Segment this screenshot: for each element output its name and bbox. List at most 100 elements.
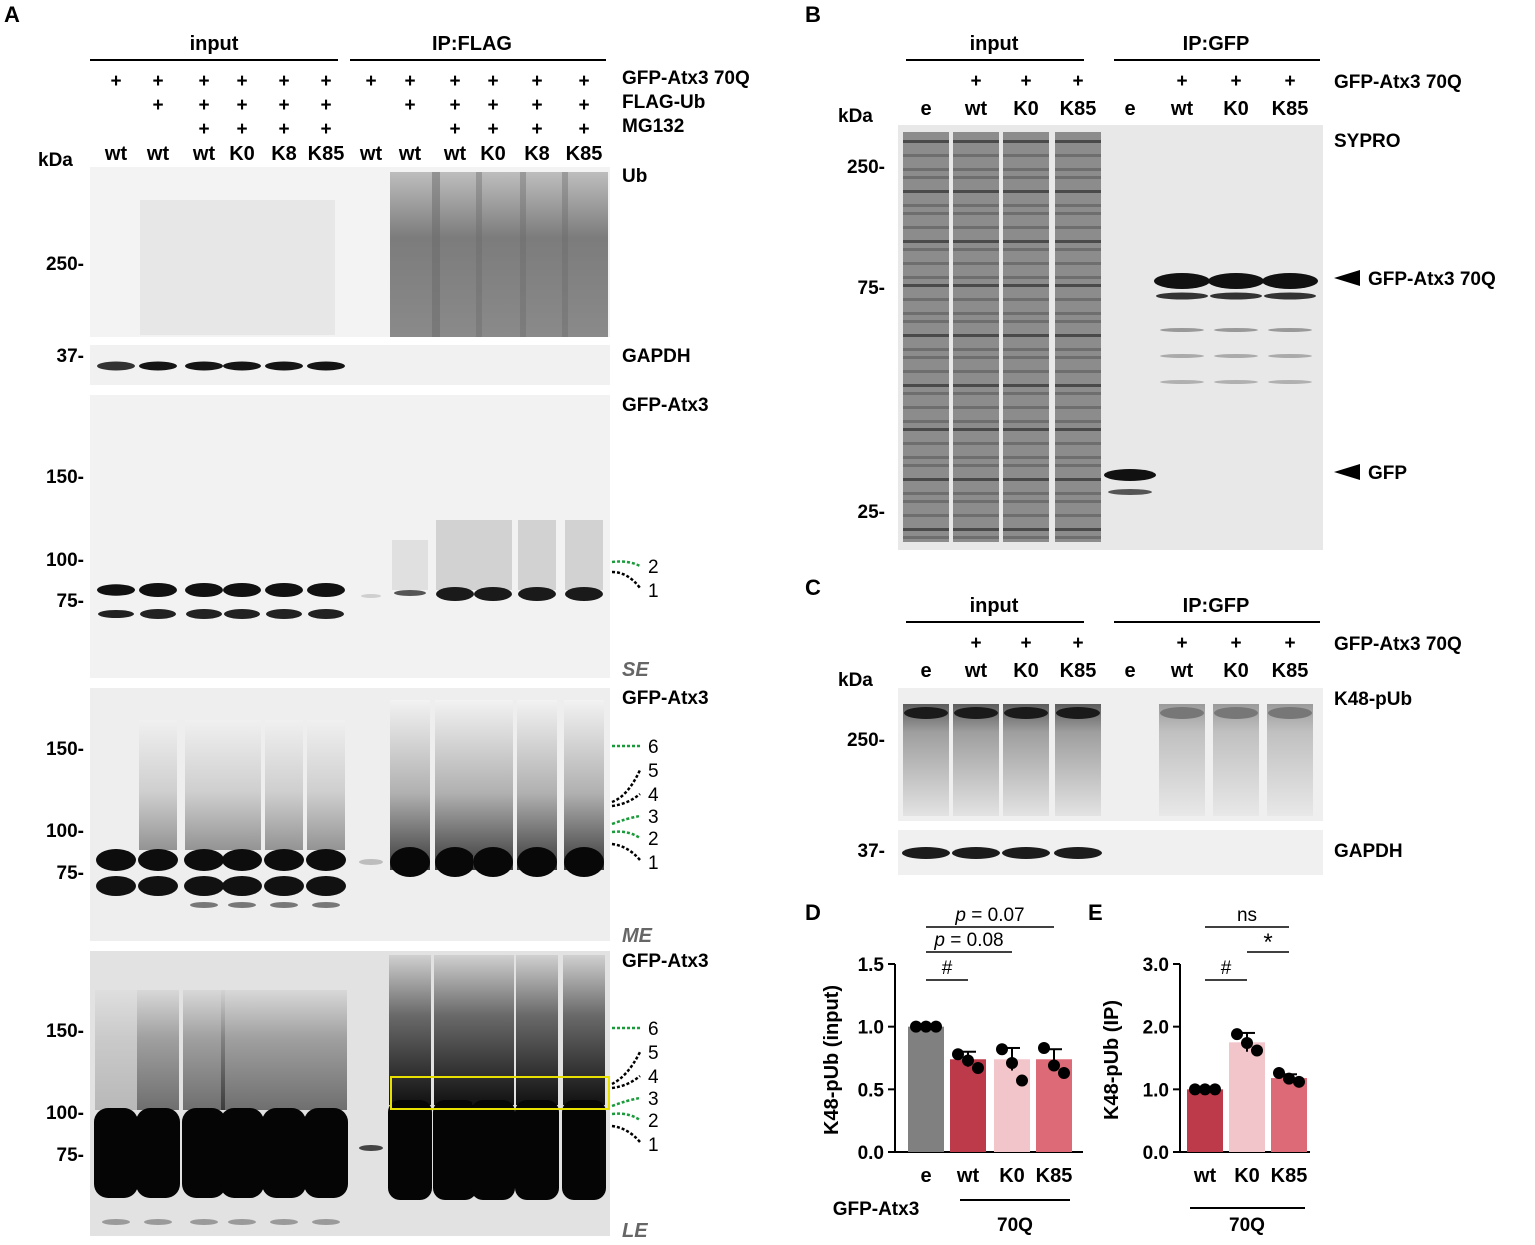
panel-a-lane-3: K0 (229, 143, 255, 165)
panel-b-input-band-1-23 (953, 420, 999, 423)
panel-b-input-band-0-16 (903, 334, 949, 337)
panel-b-input-band-2-32 (1003, 528, 1049, 531)
panel-e-bar-0 (1187, 1089, 1223, 1152)
panel-b-input-band-1-2 (953, 168, 999, 171)
panel-b-gel (898, 125, 1323, 550)
panel-a-blot-le-label: GFP-Atx3 (622, 951, 709, 972)
panel-a-me-smear-2 (185, 720, 223, 850)
panel-a-gapdh-band-4 (265, 361, 303, 371)
panel-b-plus-3: + (1072, 71, 1083, 92)
panel-a-plus-r1-lane5: + (320, 95, 331, 116)
panel-a-se-band-mark-2 (611, 560, 641, 568)
panel-c-plus-2: + (1020, 633, 1031, 654)
panel-b-group-ip: IP:GFP (1183, 33, 1250, 55)
panel-e-ytick-label-1: 1.0 (1143, 1080, 1169, 1101)
panel-a-se-smear-9 (474, 520, 512, 590)
panel-a-le-band-faint-0 (102, 1219, 130, 1225)
panel-a-le-highlight-box (390, 1076, 610, 1110)
panel-b-lane-6: K0 (1223, 98, 1249, 120)
panel-b-atx3-faint3-7 (1268, 380, 1312, 384)
panel-a-se-exposure-label: SE (622, 659, 649, 681)
panel-c-lane-6: K0 (1223, 660, 1249, 682)
panel-b-input-band-3-7 (1055, 226, 1101, 229)
panel-a-blot-me-label: GFP-Atx3 (622, 688, 709, 709)
panel-d-xtick-label-2: K0 (999, 1165, 1025, 1187)
panel-b-input-band-2-0 (1003, 140, 1049, 143)
panel-b-input-band-2-20 (1003, 384, 1049, 387)
panel-c-blot-gapdh-label: GAPDH (1334, 841, 1403, 862)
panel-a-plus-r2-lane3: + (236, 119, 247, 140)
panel-b-input-band-3-32 (1055, 528, 1101, 531)
panel-d-bar-0 (908, 1026, 944, 1152)
panel-c-k48-smear-0 (903, 704, 949, 816)
panel-b-input-band-1-17 (953, 348, 999, 351)
panel-b-arrow-label-gfp: GFP (1368, 463, 1407, 484)
panel-b-input-band-1-25 (953, 442, 999, 445)
panel-c-k48-top-2 (1004, 707, 1048, 719)
panel-a-lane-4: K8 (271, 143, 297, 165)
panel-b-marker-250: 250- (847, 157, 885, 178)
panel-b-input-band-3-21 (1055, 392, 1101, 395)
panel-d-xtick-label-0: e (920, 1165, 931, 1187)
panel-b-input-band-3-1 (1055, 154, 1101, 157)
panel-b-input-band-1-7 (953, 226, 999, 229)
panel-a-se-band-upper-5 (307, 583, 345, 597)
panel-b-lane-0: e (920, 98, 931, 120)
panel-a-me-band-upper-0 (96, 849, 136, 871)
panel-a-plus-r0-lane10: + (531, 71, 542, 92)
panel-a-me-band-faint-3 (228, 902, 256, 908)
panel-a-me-band-upper-2 (184, 849, 224, 871)
panel-b-atx3-faint2-6 (1214, 354, 1258, 358)
panel-d-ytick-label-3: 1.5 (858, 955, 885, 976)
panel-c-lane-2: K0 (1013, 660, 1039, 682)
panel-b-marker-75: 75- (858, 278, 885, 299)
panel-b-lane-1: wt (964, 98, 988, 120)
panel-b-atx3-faint3-6 (1214, 380, 1258, 384)
panel-b-atx3-lower-5 (1156, 292, 1208, 300)
panel-a-se-band-lower-3 (224, 609, 260, 619)
panel-a-se-band-upper-4 (265, 583, 303, 597)
panel-b-input-band-1-28 (953, 478, 999, 481)
panel-c-group-input: input (970, 595, 1019, 617)
panel-a-me-smear-8 (435, 700, 475, 870)
panel-a-le-band-faint-1 (144, 1219, 172, 1225)
panel-a-me-marker-75: 75- (57, 863, 84, 884)
panel-c-plus-3: + (1072, 633, 1083, 654)
panel-c-k48-smear-2 (1003, 704, 1049, 816)
panel-b-input-band-0-20 (903, 384, 949, 387)
panel-b-lane-2: K0 (1013, 98, 1039, 120)
panel-b-input-band-3-18 (1055, 356, 1101, 359)
panel-c-k48-top-1 (954, 707, 998, 719)
panel-c-plus-7: + (1284, 633, 1295, 654)
panel-a-lane-11: K85 (566, 143, 603, 165)
panel-letter-b: B (805, 2, 821, 27)
panel-b-input-band-0-18 (903, 356, 949, 359)
panel-b-plus-7: + (1284, 71, 1295, 92)
panel-b-stain-label: SYPRO (1334, 131, 1401, 152)
panel-b-input-band-3-28 (1055, 478, 1101, 481)
panel-e-point-0-2 (1209, 1083, 1221, 1096)
panel-b-lane-5: wt (1170, 98, 1194, 120)
panel-b-atx3-band-6 (1208, 273, 1264, 289)
panel-a-me-smear-7 (390, 700, 430, 870)
panel-a-le-band-4: 4 (648, 1067, 659, 1088)
panel-a-me-band-lower-0 (96, 876, 136, 896)
panel-b-input-band-3-31 (1055, 514, 1101, 517)
panel-a-le-band-2 (182, 1108, 226, 1198)
panel-a-le-smear-1 (137, 990, 179, 1110)
panel-a-plus-r0-lane8: + (449, 71, 460, 92)
panel-b-input-band-3-8 (1055, 240, 1101, 243)
panel-b-input-band-1-11 (953, 276, 999, 279)
panel-b-input-band-1-10 (953, 262, 999, 265)
panel-b-input-band-0-33 (903, 536, 949, 539)
panel-a-se-smear-8 (436, 520, 474, 590)
panel-letter-a: A (4, 2, 20, 27)
panel-a-se-band-2: 2 (648, 557, 659, 578)
panel-b-input-band-2-31 (1003, 514, 1049, 517)
panel-a-le-marker-150: 150- (46, 1021, 84, 1042)
panel-d-group-label: GFP-Atx3 (833, 1199, 920, 1220)
panel-d-point-0-1 (920, 1020, 932, 1033)
panel-d-sig-label-0: p = 0.07 (954, 905, 1024, 926)
panel-a-plus-r2-lane4: + (278, 119, 289, 140)
panel-b-input-band-3-2 (1055, 168, 1101, 171)
